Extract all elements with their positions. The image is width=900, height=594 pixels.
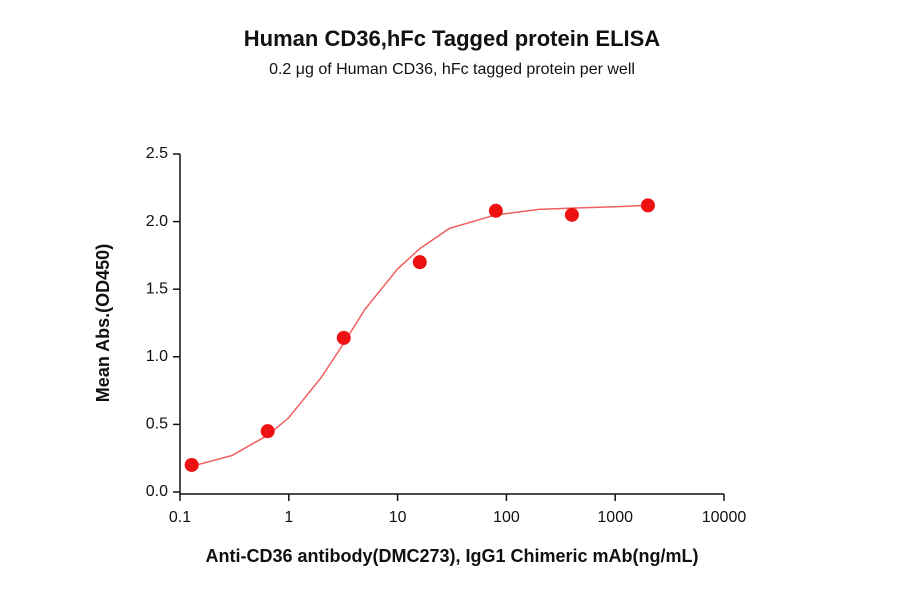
data-point [260, 424, 275, 439]
y-tick-label: 0.0 [146, 483, 168, 500]
x-tick-label: 10 [389, 509, 407, 526]
y-tick-label: 1.5 [146, 280, 168, 297]
x-axis-label: Anti-CD36 antibody(DMC273), IgG1 Chimeri… [205, 546, 698, 566]
data-point [640, 198, 655, 213]
y-axis-label: Mean Abs.(OD450) [93, 244, 113, 402]
chart-subtitle: 0.2 μg of Human CD36, hFc tagged protein… [269, 61, 635, 78]
x-tick-label: 1 [284, 509, 293, 526]
fit-curve [191, 204, 648, 468]
x-tick-label: 100 [493, 509, 520, 526]
x-tick-label: 0.1 [169, 509, 191, 526]
y-tick-label: 2.5 [146, 145, 168, 162]
chart-title: Human CD36,hFc Tagged protein ELISA [244, 26, 661, 51]
data-point [412, 255, 427, 270]
y-tick-label: 1.0 [146, 348, 168, 365]
data-point [488, 203, 503, 218]
data-point [336, 330, 351, 345]
data-point [184, 457, 199, 472]
y-tick-label: 2.0 [146, 213, 168, 230]
x-tick-label: 10000 [702, 509, 747, 526]
y-tick-label: 0.5 [146, 416, 168, 433]
x-tick-label: 1000 [597, 509, 633, 526]
data-point [564, 207, 579, 222]
